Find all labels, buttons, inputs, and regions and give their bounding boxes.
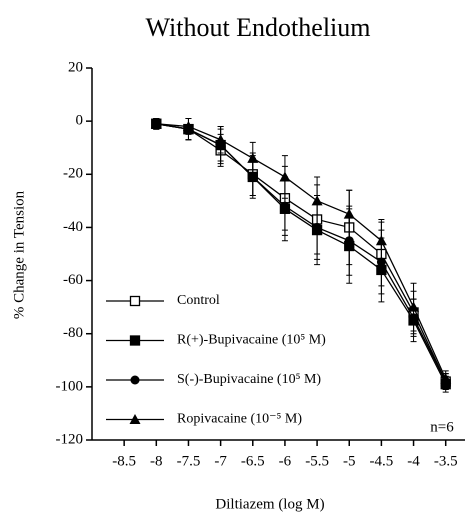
data-point xyxy=(150,118,162,129)
x-axis-label: Diltiazem (log M) xyxy=(215,496,324,512)
legend-marker xyxy=(129,295,141,307)
data-point xyxy=(408,301,420,312)
series-line xyxy=(156,123,447,382)
data-point xyxy=(375,235,387,246)
x-tick-label: -6.5 xyxy=(241,453,265,469)
series-line xyxy=(156,123,447,382)
legend-label: S(-)-Bupivacaine (10⁵ M) xyxy=(177,372,321,387)
y-tick-label: -40 xyxy=(63,219,83,235)
x-tick-label: -7.5 xyxy=(177,453,201,469)
x-tick-label: -5.5 xyxy=(305,453,329,469)
y-tick-label: -60 xyxy=(63,272,83,288)
data-point xyxy=(182,120,194,131)
legend-label: Control xyxy=(177,293,220,308)
x-tick-label: -6 xyxy=(279,453,292,469)
y-tick-label: -100 xyxy=(56,378,84,394)
data-point xyxy=(215,134,227,145)
y-tick-label: 0 xyxy=(76,113,84,129)
data-point xyxy=(279,171,291,182)
y-tick-label: -20 xyxy=(63,166,83,182)
x-tick-label: -4 xyxy=(407,453,420,469)
x-tick-label: -8 xyxy=(150,453,163,469)
data-point xyxy=(440,373,452,384)
data-point xyxy=(280,201,290,211)
legend-label: Ropivacaine (10⁻⁵ M) xyxy=(177,412,302,427)
legend-marker xyxy=(129,335,141,346)
y-tick-label: -120 xyxy=(56,431,84,447)
y-axis-label: % Change in Tension xyxy=(11,190,27,319)
series-line xyxy=(156,123,447,380)
x-tick-label: -5 xyxy=(343,453,356,469)
data-point xyxy=(247,152,259,163)
legend-marker xyxy=(130,375,140,385)
y-tick-label: 20 xyxy=(68,59,83,75)
annotation: n=6 xyxy=(430,419,454,435)
y-tick-label: -80 xyxy=(63,325,83,341)
data-point xyxy=(311,195,323,206)
data-point xyxy=(343,208,355,219)
x-tick-label: -8.5 xyxy=(112,453,136,469)
chart-title: Without Endothelium xyxy=(146,13,371,42)
legend-marker xyxy=(129,414,141,424)
x-tick-label: -3.5 xyxy=(434,453,458,469)
x-tick-label: -4.5 xyxy=(370,453,394,469)
legend-label: R(+)-Bupivacaine (10⁵ M) xyxy=(177,333,326,348)
x-tick-label: -7 xyxy=(214,453,227,469)
